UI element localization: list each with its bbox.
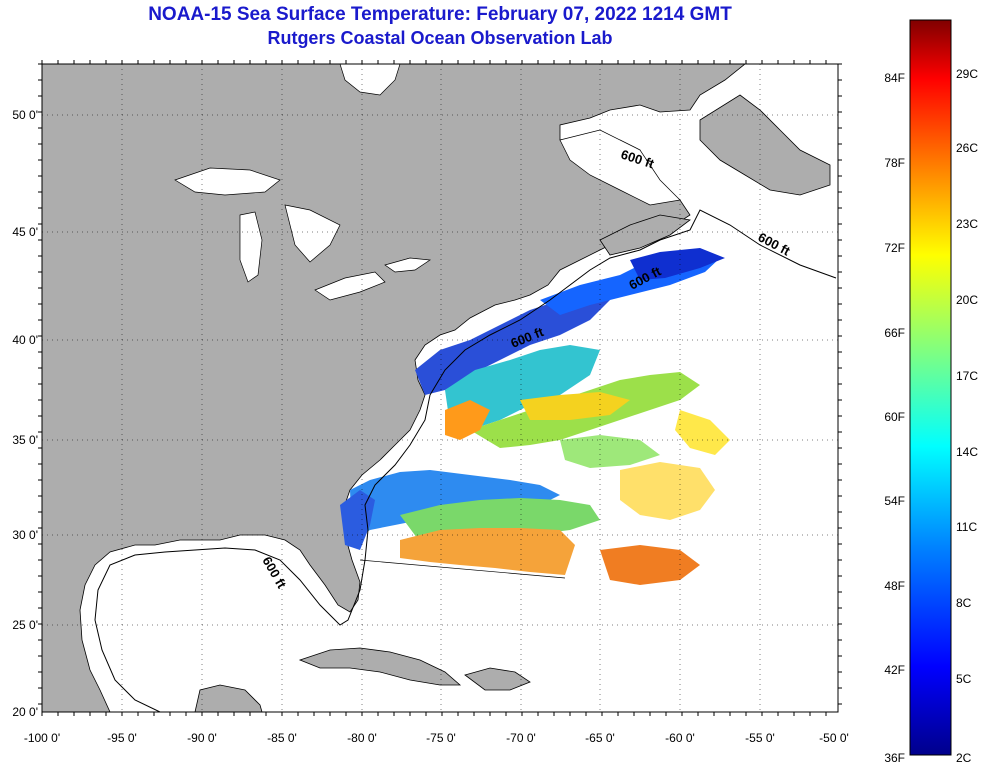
colorbar-c-label: 23C: [956, 217, 978, 231]
gulf-st-lawrence: [559, 129, 681, 206]
sst-data-overlay: [340, 248, 730, 585]
colorbar-c-label: 20C: [956, 293, 978, 307]
colorbar-fahrenheit-labels: 84F 78F 72F 66F 60F 54F 48F 42F 36F: [884, 71, 905, 765]
colorbar-f-label: 66F: [884, 326, 905, 340]
colorbar-f-label: 72F: [884, 241, 905, 255]
colorbar-c-label: 11C: [956, 520, 977, 534]
lat-label: 45 0': [12, 225, 38, 239]
lon-label: -75 0': [426, 731, 456, 745]
yucatan-land: [194, 684, 263, 712]
colorbar-f-label: 54F: [884, 494, 905, 508]
colorbar-c-label: 2C: [956, 751, 972, 765]
lon-label: -60 0': [665, 731, 695, 745]
lon-label: -90 0': [187, 731, 217, 745]
lat-label: 20 0': [12, 705, 38, 719]
colorbar-celsius-labels: 29C 26C 23C 20C 17C 14C 11C 8C 5C 2C: [956, 67, 978, 765]
lon-label: -55 0': [745, 731, 775, 745]
lon-label: -80 0': [347, 731, 377, 745]
latitude-labels: 50 0' 45 0' 40 0' 35 0' 30 0' 25 0' 20 0…: [12, 108, 38, 719]
cuba-land: [298, 647, 462, 686]
lat-label: 40 0': [12, 333, 38, 347]
colorbar-c-label: 8C: [956, 596, 972, 610]
lat-label: 50 0': [12, 108, 38, 122]
nova-scotia-land: [599, 214, 691, 256]
lon-label: -70 0': [506, 731, 536, 745]
james-bay: [339, 64, 401, 96]
lat-label: 30 0': [12, 528, 38, 542]
longitude-labels: -100 0' -95 0' -90 0' -85 0' -80 0' -75 …: [24, 731, 849, 745]
colorbar-f-label: 36F: [884, 751, 905, 765]
lat-label: 25 0': [12, 618, 38, 632]
colorbar-gradient: [909, 19, 952, 756]
lat-label: 35 0': [12, 433, 38, 447]
shelf-contour-600ft: [94, 209, 837, 712]
lon-label: -50 0': [819, 731, 849, 745]
frame-ticks: [38, 60, 842, 716]
colorbar: 84F 78F 72F 66F 60F 54F 48F 42F 36F 29C …: [884, 19, 978, 765]
lon-label: -95 0': [107, 731, 137, 745]
map-subtitle: Rutgers Coastal Ocean Observation Lab: [267, 28, 613, 48]
colorbar-c-label: 5C: [956, 672, 972, 686]
colorbar-f-label: 48F: [884, 579, 905, 593]
graticule: [42, 64, 838, 712]
map-frame: [41, 63, 839, 713]
lon-label: -100 0': [24, 731, 60, 745]
colorbar-c-label: 17C: [956, 369, 978, 383]
great-lakes: [174, 167, 432, 301]
colorbar-f-label: 60F: [884, 410, 905, 424]
swath-boundary: [359, 559, 566, 579]
colorbar-f-label: 78F: [884, 156, 905, 170]
lon-label: -65 0': [585, 731, 615, 745]
colorbar-c-label: 29C: [956, 67, 978, 81]
map-title: NOAA-15 Sea Surface Temperature: Februar…: [148, 4, 732, 25]
colorbar-f-label: 84F: [884, 71, 905, 85]
colorbar-f-label: 42F: [884, 663, 905, 677]
colorbar-c-label: 26C: [956, 141, 978, 155]
colorbar-c-label: 14C: [956, 445, 978, 459]
lon-label: -85 0': [267, 731, 297, 745]
hispaniola-land: [464, 667, 531, 691]
